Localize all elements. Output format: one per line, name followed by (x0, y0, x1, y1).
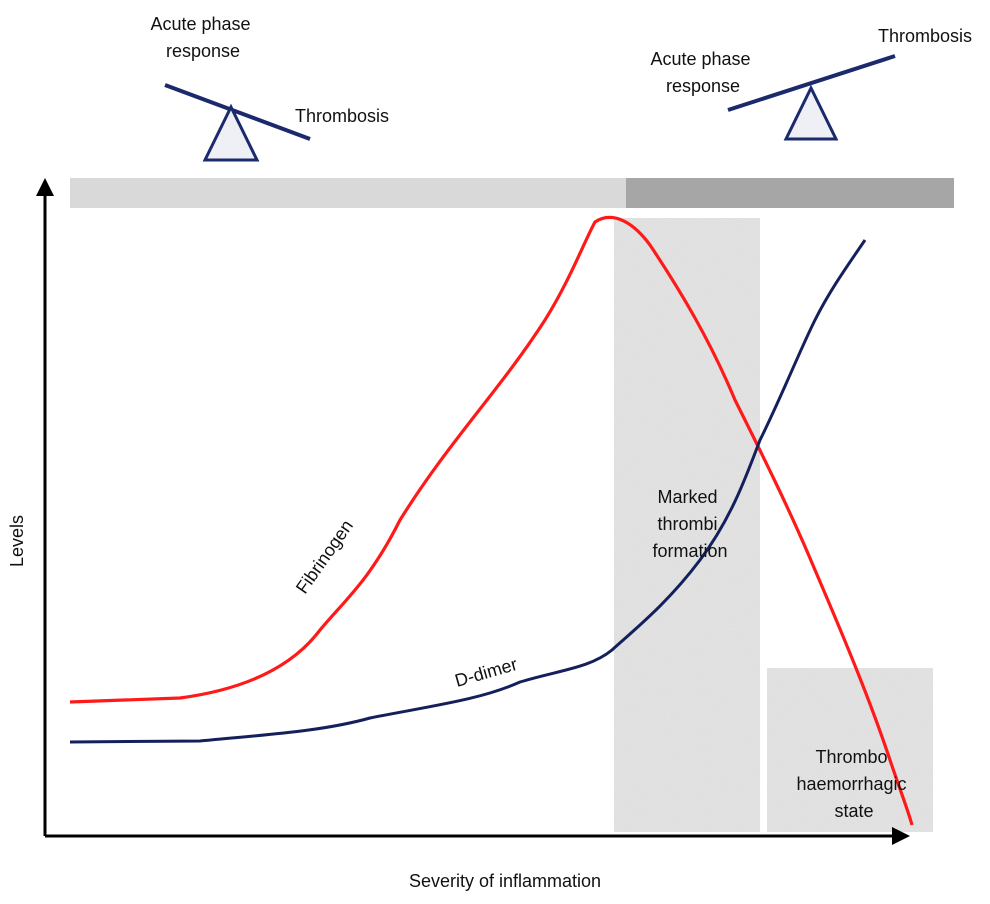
y-axis-label: Levels (7, 515, 27, 567)
x-axis-arrowhead (892, 827, 910, 845)
balance-left: Acute phase response Thrombosis (150, 14, 389, 162)
balance-right: Acute phase response Thrombosis (650, 26, 972, 141)
d-dimer-curve (69, 239, 867, 744)
x-axis-label: Severity of inflammation (409, 871, 601, 891)
fibrinogen-label: Fibrinogen (292, 516, 357, 597)
marked-thrombi-region (614, 218, 760, 832)
balance-right-thrombosis-label: Thrombosis (878, 26, 972, 46)
balance-right-fulcrum (783, 84, 839, 141)
thrombo-haemorrhagic-label: Thrombo haemorrhagic state (796, 747, 911, 821)
phase-bar-late (626, 178, 954, 208)
balance-left-acute-label: Acute phase response (150, 14, 255, 61)
balance-right-beam (727, 54, 896, 112)
phase-bar-early (70, 178, 628, 208)
fibrinogen-curve (69, 215, 914, 826)
balance-right-acute-label: Acute phase response (650, 49, 755, 96)
balance-left-thrombosis-label: Thrombosis (295, 106, 389, 126)
y-axis-arrowhead (36, 178, 54, 196)
marked-thrombi-label: Marked thrombi formation (652, 487, 727, 561)
axes (36, 178, 910, 845)
balance-left-beam (164, 83, 311, 141)
balance-left-fulcrum (202, 103, 260, 162)
